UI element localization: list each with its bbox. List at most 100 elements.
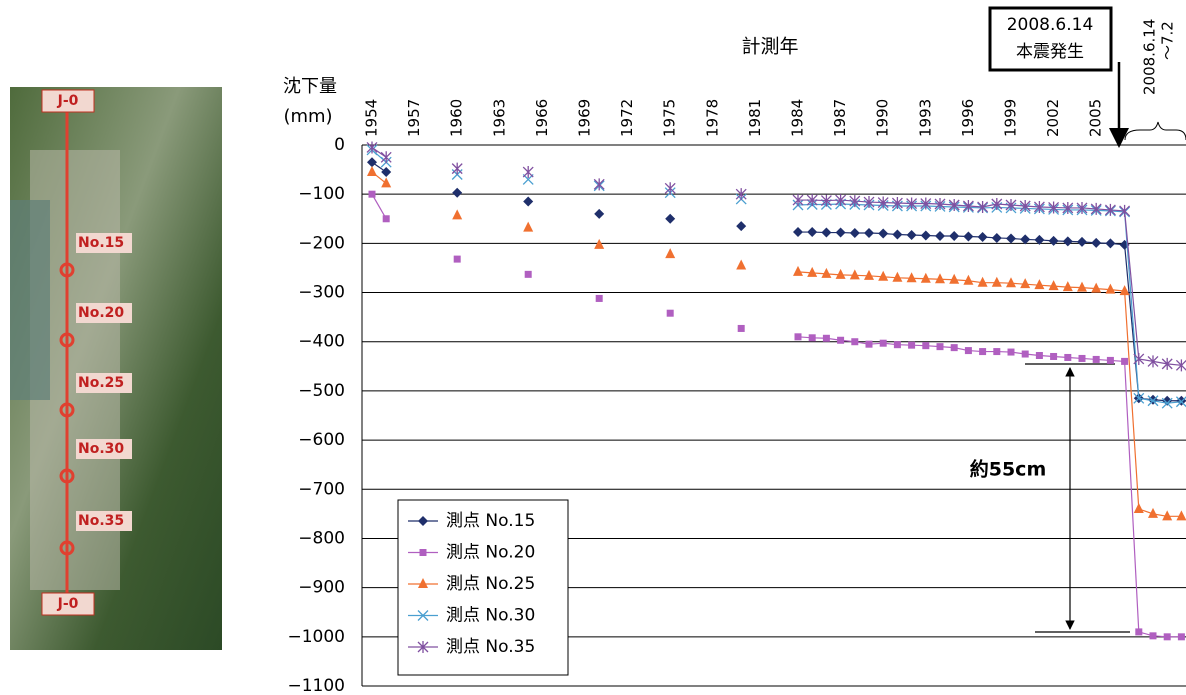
legend-marker: [418, 578, 428, 588]
marker: [664, 182, 676, 195]
marker: [665, 213, 676, 224]
marker: [1062, 201, 1074, 214]
reservoir: [10, 200, 50, 400]
marker: [949, 230, 960, 241]
marker: [382, 215, 390, 223]
marker: [851, 338, 859, 346]
marker: [1106, 356, 1114, 364]
marker: [1119, 204, 1131, 217]
marker: [864, 228, 874, 239]
marker: [736, 259, 747, 270]
marker: [368, 190, 376, 198]
marker: [1147, 355, 1159, 368]
marker: [1077, 281, 1087, 292]
marker: [366, 141, 378, 154]
x-tick-label: 1984: [789, 99, 807, 137]
marker: [920, 272, 931, 283]
y-tick-label: −400: [298, 332, 345, 352]
marker: [821, 267, 832, 278]
label-box: [41, 592, 95, 616]
marker: [452, 187, 463, 198]
marker: [1035, 351, 1043, 359]
marker: [864, 269, 874, 280]
marker: [523, 196, 534, 207]
measure-label: 約55cm: [970, 458, 1047, 481]
marker: [522, 166, 534, 179]
marker: [737, 324, 745, 332]
marker: [1177, 633, 1185, 641]
marker: [807, 227, 818, 238]
x-tick-label: 1975: [661, 99, 679, 137]
marker: [935, 273, 945, 284]
marker: [892, 271, 903, 282]
x-tick-label: 1978: [703, 99, 721, 137]
y-tick-label: −200: [298, 233, 345, 253]
marker: [793, 265, 803, 276]
label-box: [76, 303, 132, 323]
marker: [908, 341, 916, 349]
marker: [595, 294, 603, 302]
marker: [594, 238, 605, 249]
legend-marker: [417, 610, 429, 621]
marker: [1119, 285, 1130, 296]
marker: [367, 157, 377, 168]
marker: [1104, 203, 1116, 216]
x-tick-label: 1987: [831, 99, 849, 137]
legend-label: 測点 No.25: [446, 574, 535, 594]
y-tick-label: −300: [298, 283, 345, 303]
marker: [1148, 394, 1158, 405]
photo-label: No.25: [78, 375, 124, 391]
legend-label: 測点 No.30: [446, 606, 535, 626]
aerial-photo: J-0 No.15 No.20 No.25 No.30 No.35 J-0: [10, 87, 222, 650]
marker: [977, 200, 989, 213]
marker: [962, 199, 974, 212]
marker: [963, 274, 974, 285]
series-line: [371, 146, 1182, 366]
marker: [935, 230, 945, 241]
marker: [451, 162, 463, 175]
photo-label: No.20: [78, 305, 124, 321]
quake-date: 2008.6.14: [1007, 15, 1094, 35]
marker: [934, 198, 946, 211]
post-period-label: 2008.6.14: [1141, 19, 1159, 95]
marker: [849, 195, 861, 208]
plot-area: 0 −100 −200 −300 −400 −500 −600 −700 −800 −900 −10…: [287, 99, 1186, 695]
marker: [1076, 201, 1088, 214]
photo-label: J-0: [57, 596, 79, 612]
x-tick-label: 1960: [448, 99, 466, 137]
marker: [1091, 282, 1102, 293]
marker: [524, 270, 532, 278]
survey-point: [59, 332, 75, 348]
x-tick-label: 1957: [405, 99, 423, 137]
label-box: [76, 511, 132, 531]
post-period-brace: [1124, 121, 1186, 141]
y-tick-label: −500: [298, 381, 345, 401]
marker: [906, 272, 917, 283]
marker: [1161, 357, 1173, 370]
marker: [1135, 628, 1143, 636]
marker: [835, 268, 846, 279]
label-box: [76, 233, 132, 253]
marker: [879, 339, 887, 347]
marker: [878, 270, 889, 281]
y-tick-label: 0: [334, 135, 345, 155]
marker: [380, 151, 392, 164]
marker: [1048, 280, 1059, 291]
marker: [806, 194, 818, 207]
label-box: [76, 373, 132, 393]
marker: [835, 227, 846, 238]
marker: [949, 273, 960, 284]
marker: [1133, 352, 1145, 365]
survey-point: [59, 468, 75, 484]
x-tick-label: 1972: [618, 99, 636, 137]
legend-label: 測点 No.20: [446, 543, 535, 563]
marker: [991, 198, 1003, 211]
marker: [735, 188, 747, 201]
marker: [979, 348, 987, 356]
marker: [1133, 502, 1144, 513]
survey-point: [59, 402, 75, 418]
marker: [381, 167, 392, 178]
marker: [1007, 348, 1015, 356]
marker: [807, 266, 818, 277]
marker: [837, 336, 845, 344]
